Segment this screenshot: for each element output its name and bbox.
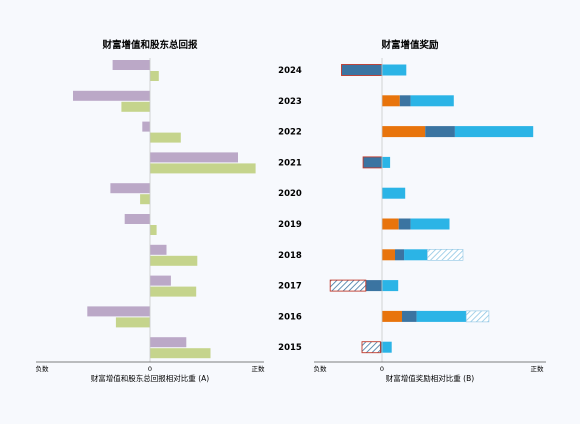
left-tick-max: 正数 (252, 364, 266, 373)
year-label-2019: 2019 (278, 220, 302, 230)
right-segment-2015-3 (382, 341, 392, 353)
right-segment-2016-3 (416, 310, 467, 322)
right-tick-min: 负数 (314, 364, 328, 373)
right-segment-2023-1 (382, 95, 400, 107)
left-bar-2021-s2 (150, 163, 256, 174)
right-segment-2022-3 (454, 126, 534, 138)
right-segment-2024-1 (341, 64, 383, 76)
right-tick-max: 正数 (531, 364, 545, 373)
left-bar-2017-s1 (150, 275, 171, 286)
right-chart-title: 财富增值奖励 (380, 39, 439, 51)
right-segment-2018-1 (382, 249, 395, 261)
left-bar-2015-s2 (150, 348, 211, 359)
right-segment-2019-2 (398, 218, 411, 230)
right-segment-2021-1 (362, 156, 383, 169)
right-bars (329, 64, 534, 354)
left-bar-2016-s1 (87, 306, 150, 317)
year-label-2018: 2018 (278, 251, 302, 261)
right-segment-2023-3 (410, 95, 454, 107)
left-bar-2023-s2 (121, 101, 150, 112)
year-label-2022: 2022 (278, 128, 302, 138)
left-tick-min: 负数 (36, 364, 50, 373)
left-x-axis-label: 财富增值和股东总回报相对比重 (A) (91, 373, 209, 383)
right-segment-2022-2 (425, 126, 455, 138)
right-segment-2018-3 (404, 249, 428, 261)
left-bar-2019-s1 (124, 214, 150, 224)
left-tick-zero: 0 (148, 365, 152, 373)
right-segment-2018-4 (427, 249, 464, 261)
right-segment-2016-1 (382, 310, 402, 322)
right-segment-2021-2 (382, 156, 391, 168)
right-segment-2016-2 (402, 310, 417, 322)
right-x-axis-label: 财富增值奖励相对比重 (B) (386, 373, 474, 383)
right-segment-2020-1 (382, 187, 406, 199)
left-bar-2024-s1 (112, 60, 150, 70)
left-bar-2018-s2 (150, 255, 198, 266)
right-segment-2023-2 (399, 95, 411, 107)
left-bar-2018-s1 (150, 244, 167, 255)
left-bars (73, 60, 256, 359)
right-segment-2018-2 (395, 249, 405, 261)
right-tick-zero: 0 (380, 365, 384, 373)
left-bar-2020-s2 (140, 194, 150, 205)
left-bar-2020-s1 (110, 183, 150, 194)
year-label-2021: 2021 (278, 158, 302, 168)
left-panel: 财富增值和股东总回报 负数 0 正数 财富增值和股东总回报相对比重 (A) (36, 39, 266, 383)
left-bar-2015-s1 (150, 337, 187, 348)
left-bar-2023-s1 (73, 90, 150, 101)
left-bar-2017-s2 (150, 286, 197, 297)
right-segment-2019-3 (410, 218, 450, 230)
year-label-2015: 2015 (278, 343, 302, 353)
right-segment-2017-2 (329, 279, 367, 292)
right-segment-2019-1 (382, 218, 399, 230)
right-segment-2015-2 (361, 341, 381, 354)
year-label-2023: 2023 (278, 97, 302, 107)
left-bar-2022-s2 (150, 132, 181, 143)
year-label-2017: 2017 (278, 282, 302, 292)
right-segment-2022-1 (382, 126, 426, 138)
left-bar-2021-s1 (150, 152, 238, 163)
right-segment-2017-3 (382, 280, 399, 292)
left-bar-2016-s2 (115, 317, 150, 328)
year-label-2016: 2016 (278, 312, 302, 322)
right-segment-2016-4 (465, 310, 490, 323)
year-labels: 2024 2023 2022 2021 2020 2019 2018 2017 2016 2015 (278, 66, 302, 353)
right-panel: 财富增值奖励 负数 0 正数 财富增值奖励相对比重 (B) (314, 39, 546, 383)
left-bar-2024-s2 (150, 71, 159, 81)
year-label-2020: 2020 (278, 189, 302, 199)
left-bar-2022-s1 (142, 121, 150, 132)
right-segment-2015-1 (380, 341, 382, 353)
left-bar-2019-s2 (150, 225, 157, 235)
right-segment-2017-1 (365, 280, 382, 292)
left-chart-title: 财富增值和股东总回报 (101, 39, 198, 51)
right-segment-2024-2 (382, 64, 407, 76)
year-label-2024: 2024 (278, 66, 302, 76)
